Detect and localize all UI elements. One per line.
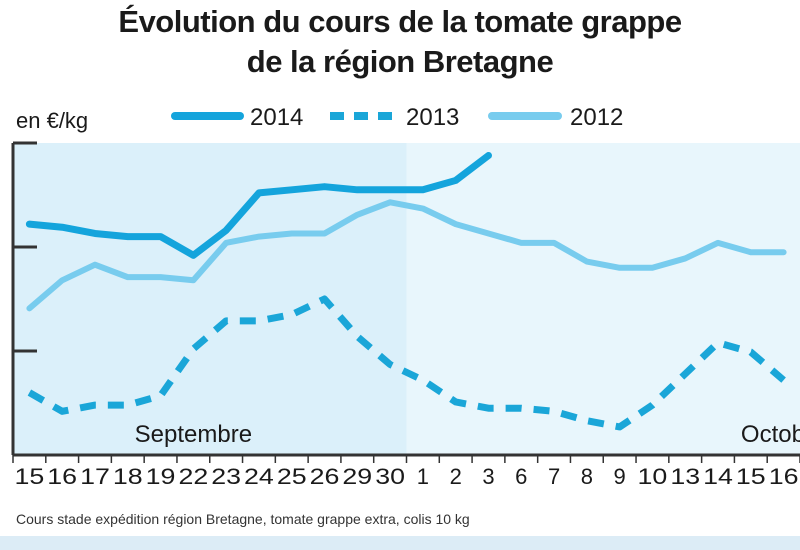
chart-title-line2: de la région Bretagne — [246, 44, 554, 79]
x-tick-label: 19 — [146, 464, 176, 489]
x-tick-label: 13 — [670, 464, 700, 489]
legend-label-2014: 2014 — [250, 104, 303, 131]
x-tick-label: 15 — [736, 464, 766, 489]
x-tick-label: 2 — [450, 464, 462, 489]
x-tick-label: 25 — [277, 464, 307, 489]
series-line-2013 — [27, 295, 786, 431]
x-tick-label: 16 — [47, 464, 77, 489]
series-line-2012 — [26, 199, 787, 312]
legend-label-2012: 2012 — [570, 104, 623, 131]
chart-title: Évolution du cours de la tomate grappe d… — [0, 2, 800, 82]
x-tick-label: 22 — [178, 464, 208, 489]
legend-label-2013: 2013 — [406, 104, 459, 131]
x-tick-label: 15 — [15, 464, 45, 489]
plot-background-october — [406, 143, 800, 455]
unit-label: en €/kg — [16, 108, 88, 133]
footer-band — [0, 536, 800, 550]
x-tick-label: 9 — [614, 464, 626, 489]
x-tick-label: 14 — [703, 464, 733, 489]
x-tick-label: 18 — [113, 464, 143, 489]
x-tick-label: 16 — [769, 464, 799, 489]
x-tick-label: 7 — [548, 464, 560, 489]
x-tick-label: 26 — [310, 464, 340, 489]
x-tick-label: 10 — [638, 464, 668, 489]
chart-title-line1: Évolution du cours de la tomate grappe — [118, 4, 682, 39]
series-line-2014 — [25, 151, 492, 259]
source-note: Cours stade expédition région Bretagne, … — [16, 511, 470, 527]
x-tick-label: 29 — [342, 464, 372, 489]
x-tick-label: 6 — [515, 464, 527, 489]
x-tick-label: 3 — [482, 464, 494, 489]
x-tick-label: 17 — [80, 464, 110, 489]
month-label: Septembre — [135, 421, 252, 448]
x-tick-label: 24 — [244, 464, 274, 489]
x-tick-label: 30 — [375, 464, 405, 489]
month-label: Octobre — [741, 421, 800, 448]
plot-background-september — [13, 143, 407, 455]
x-tick-label: 8 — [581, 464, 593, 489]
x-tick-label: 23 — [211, 464, 241, 489]
x-tick-label: 1 — [417, 464, 429, 489]
